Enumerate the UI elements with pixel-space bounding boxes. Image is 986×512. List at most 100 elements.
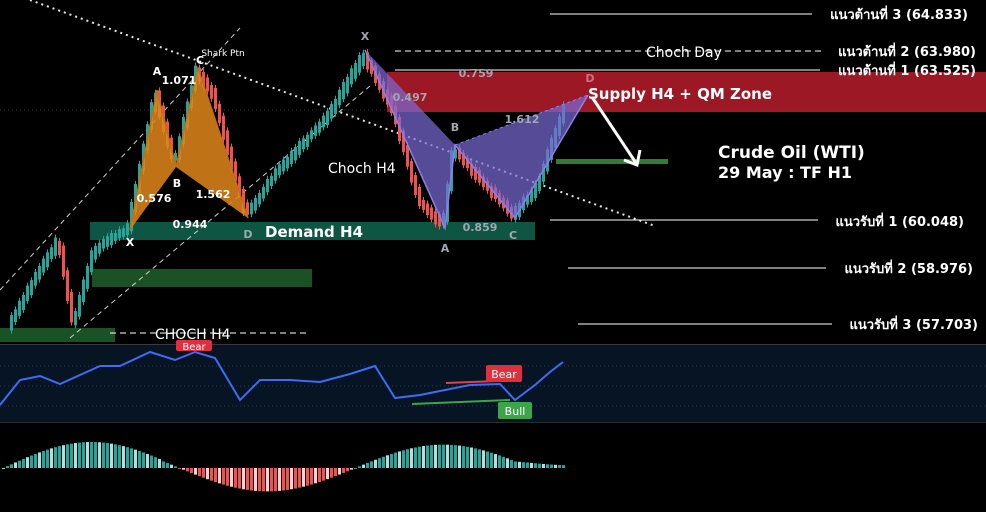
macd-bar — [146, 453, 149, 468]
candle — [274, 168, 277, 181]
macd-bar — [490, 452, 493, 468]
bat-point-b: B — [451, 121, 459, 134]
candle — [46, 252, 49, 268]
support-label-3: แนวรับที่ 3 (57.703) — [849, 315, 978, 333]
macd-bar — [502, 456, 505, 468]
candle — [342, 81, 345, 100]
macd-bar — [262, 468, 265, 492]
macd-bar — [458, 445, 461, 468]
macd-bar — [254, 468, 257, 491]
candle — [290, 150, 293, 164]
macd-bar — [470, 447, 473, 468]
macd-bar — [14, 462, 17, 468]
bat-ratio: 0.759 — [459, 67, 494, 80]
macd-bar — [438, 444, 441, 468]
candle — [326, 110, 329, 126]
bat-leg-1 — [365, 50, 455, 228]
macd-bar — [38, 452, 41, 468]
candle — [270, 175, 273, 187]
macd-bar — [106, 443, 109, 468]
macd-bar — [378, 458, 381, 468]
macd-bar — [510, 459, 513, 468]
macd-bar — [266, 468, 269, 492]
macd-bar — [294, 468, 297, 489]
macd-bar — [130, 448, 133, 468]
macd-bar — [238, 468, 241, 489]
macd-bar — [346, 468, 349, 472]
macd-bar — [322, 468, 325, 481]
candle — [358, 54, 361, 73]
candle — [226, 130, 229, 156]
macd-bar — [174, 466, 177, 468]
support-label-2: แนวรับที่ 2 (58.976) — [844, 259, 973, 277]
candle — [218, 103, 221, 124]
candle — [466, 157, 469, 169]
macd-bar — [474, 448, 477, 468]
candle — [10, 315, 13, 331]
choch-h4-low-label: CHOCH H4 — [155, 327, 231, 343]
macd-bar — [386, 455, 389, 468]
resistance-label-3: แนวต้านที่ 3 (64.833) — [830, 5, 968, 23]
candle — [230, 146, 233, 170]
macd-bar — [134, 449, 137, 468]
candle — [130, 202, 133, 232]
macd-bar — [302, 468, 305, 487]
candle — [474, 166, 477, 180]
macd-bar — [306, 468, 309, 486]
candle — [94, 245, 97, 260]
macd-bar — [358, 466, 361, 468]
macd-bar — [66, 444, 69, 468]
candle — [318, 121, 321, 133]
macd-bar — [118, 445, 121, 468]
macd-bar — [542, 463, 545, 468]
candle — [126, 223, 129, 236]
macd-bar — [362, 464, 365, 468]
candle — [334, 98, 337, 114]
candle — [90, 250, 93, 273]
candle — [310, 130, 313, 140]
candle — [370, 60, 373, 74]
candle — [346, 76, 349, 94]
candle — [110, 233, 113, 246]
candle — [98, 242, 101, 254]
macd-bar — [166, 463, 169, 468]
macd-bar — [550, 464, 553, 468]
macd-bar — [210, 468, 213, 481]
candle — [50, 247, 53, 259]
candle — [314, 125, 317, 136]
macd-bar — [154, 457, 157, 468]
candle — [66, 270, 69, 301]
candle — [22, 294, 25, 311]
macd-bar — [54, 447, 57, 468]
candle — [526, 194, 529, 205]
rsi-bear-badge — [486, 365, 522, 382]
bat-point-d: D — [585, 72, 594, 85]
macd-bar — [298, 468, 301, 488]
macd-bar — [202, 468, 205, 478]
candle — [538, 175, 541, 191]
candle — [42, 258, 45, 273]
candle — [306, 134, 309, 147]
macd-bar — [454, 445, 457, 468]
bat-point-c: C — [509, 229, 517, 242]
chart-subtitle: 29 May : TF H1 — [718, 163, 852, 182]
macd-bar — [398, 451, 401, 468]
candle — [82, 279, 85, 303]
macd-bar — [170, 464, 173, 468]
supply-zone — [387, 72, 986, 112]
macd-bar — [554, 464, 557, 468]
candle — [422, 199, 425, 210]
candle — [434, 211, 437, 225]
candle — [210, 85, 213, 99]
macd-bar — [506, 458, 509, 468]
macd-bar — [374, 459, 377, 468]
macd-bar — [282, 468, 285, 491]
macd-bar — [98, 442, 101, 468]
candle — [78, 294, 81, 317]
candle — [366, 52, 369, 70]
macd-bar — [354, 467, 357, 469]
candle — [118, 229, 121, 238]
macd-bar — [410, 448, 413, 468]
candle — [282, 159, 285, 172]
bat-ratio: 0.859 — [463, 221, 498, 234]
